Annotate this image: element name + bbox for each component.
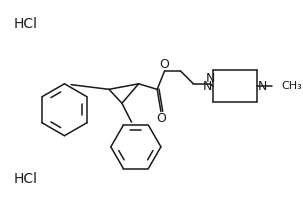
Text: CH₃: CH₃: [281, 81, 302, 91]
Text: N: N: [203, 80, 212, 93]
Text: N: N: [205, 72, 215, 85]
Text: O: O: [156, 112, 166, 125]
Text: N: N: [258, 80, 268, 93]
Text: HCl: HCl: [13, 172, 38, 186]
Text: O: O: [160, 58, 170, 71]
Text: HCl: HCl: [13, 17, 38, 32]
